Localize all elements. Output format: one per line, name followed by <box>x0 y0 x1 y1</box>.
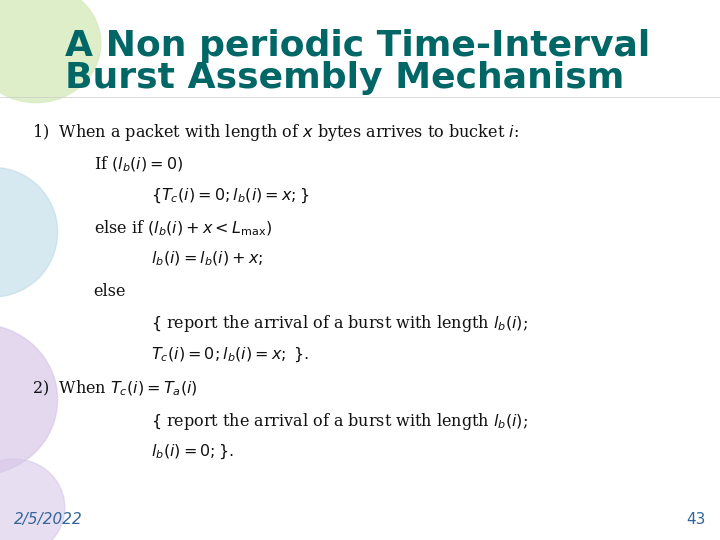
Ellipse shape <box>0 0 101 103</box>
Text: A Non periodic Time-Interval: A Non periodic Time-Interval <box>65 29 650 63</box>
Text: 2)  When $T_c(i) = T_a(i)$: 2) When $T_c(i) = T_a(i)$ <box>32 379 198 399</box>
Ellipse shape <box>0 167 58 297</box>
Text: $T_c(i) = 0; l_b(i) = x;\; \}.$: $T_c(i) = 0; l_b(i) = x;\; \}.$ <box>151 346 310 364</box>
Text: 1)  When a packet with length of $x$ bytes arrives to bucket $i$:: 1) When a packet with length of $x$ byte… <box>32 122 519 143</box>
Text: $l_b(i) = l_b(i) + x;$: $l_b(i) = l_b(i) + x;$ <box>151 250 264 268</box>
Text: Burst Assembly Mechanism: Burst Assembly Mechanism <box>65 62 624 95</box>
Text: else if $(l_b(i) + x < L_{\mathrm{max}})$: else if $(l_b(i) + x < L_{\mathrm{max}})… <box>94 218 271 238</box>
Text: $\{T_c(i) = 0; l_b(i) = x;\}$: $\{T_c(i) = 0; l_b(i) = x;\}$ <box>151 186 310 205</box>
Ellipse shape <box>0 459 65 540</box>
Text: $l_b(i) = 0;\}.$: $l_b(i) = 0;\}.$ <box>151 443 234 461</box>
Text: $\{$ report the arrival of a burst with length $l_b(i)$;: $\{$ report the arrival of a burst with … <box>151 314 528 334</box>
Text: $\{$ report the arrival of a burst with length $l_b(i)$;: $\{$ report the arrival of a burst with … <box>151 411 528 431</box>
Ellipse shape <box>0 324 58 475</box>
Text: 2/5/2022: 2/5/2022 <box>14 512 83 527</box>
Text: else: else <box>94 283 126 300</box>
Text: If $(l_b(i) = 0)$: If $(l_b(i) = 0)$ <box>94 155 183 174</box>
Text: 43: 43 <box>686 512 706 527</box>
